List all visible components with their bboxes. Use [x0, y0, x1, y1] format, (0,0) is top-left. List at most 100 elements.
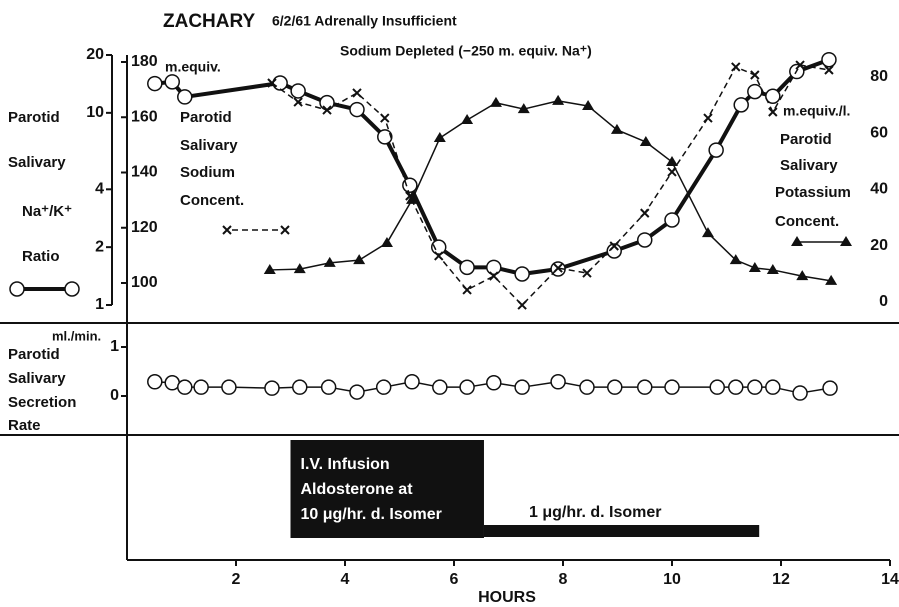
point	[552, 94, 565, 105]
point	[766, 263, 779, 274]
point	[765, 379, 781, 395]
subtitle: Sodium Depleted (−250 m. equiv. Na⁺)	[340, 43, 592, 59]
point	[323, 256, 336, 267]
axis-unit: m.equiv./l.	[783, 103, 850, 119]
y2-tick-label: 20	[870, 237, 888, 254]
infusion-bar	[290, 440, 484, 538]
point	[459, 379, 475, 395]
series-line	[154, 57, 830, 276]
point	[639, 135, 652, 146]
point	[164, 74, 180, 90]
point	[263, 263, 276, 274]
point	[264, 380, 280, 396]
point	[765, 88, 781, 105]
point	[267, 78, 277, 88]
x-axis-label: HOURS	[478, 589, 536, 606]
point	[486, 375, 502, 391]
point	[822, 380, 838, 396]
point	[582, 99, 595, 110]
y3-tick-label: 160	[131, 108, 158, 125]
legend-marker	[64, 281, 80, 297]
point	[514, 379, 530, 395]
point	[375, 379, 392, 395]
point	[430, 239, 447, 255]
axis-label: Sodium	[180, 164, 235, 181]
point	[606, 243, 622, 259]
point	[796, 270, 809, 281]
axis-label: Concent.	[180, 192, 244, 209]
axis-label: Rate	[8, 417, 41, 434]
point	[349, 384, 365, 400]
point	[434, 251, 444, 261]
point	[768, 107, 778, 117]
point	[666, 155, 678, 166]
point	[640, 208, 650, 218]
point	[637, 379, 653, 395]
point	[825, 274, 838, 285]
point	[177, 379, 193, 395]
point	[319, 94, 335, 111]
point	[553, 263, 563, 273]
y2-tick-label: 40	[870, 181, 888, 198]
point	[406, 193, 419, 204]
legend-marker	[222, 225, 290, 235]
point	[821, 51, 837, 68]
y3-tick-label: 180	[131, 53, 158, 70]
point	[322, 105, 332, 115]
point	[320, 379, 337, 395]
subtitle: 6/2/61 Adrenally Insufficient	[272, 13, 457, 29]
point	[459, 259, 475, 276]
point	[664, 379, 680, 395]
point	[377, 129, 393, 145]
axis-label: Salivary	[180, 137, 238, 154]
point	[432, 379, 448, 395]
y-tick-label: 1	[110, 338, 119, 355]
point	[147, 75, 163, 92]
point	[703, 113, 713, 123]
point	[733, 97, 749, 113]
point	[489, 271, 499, 281]
point	[433, 132, 446, 143]
axis-label: Ratio	[22, 248, 60, 265]
point	[709, 379, 725, 395]
y3-tick-label: 120	[131, 219, 158, 236]
legend-marker	[9, 281, 25, 297]
point	[404, 374, 420, 390]
x-tick-label: 2	[232, 571, 241, 588]
series-line	[269, 100, 832, 282]
axis-label: Parotid	[180, 109, 232, 126]
axis-label: Parotid	[780, 131, 832, 148]
y2-tick-label: 0	[879, 293, 888, 310]
point	[748, 261, 761, 272]
point	[747, 379, 763, 395]
point	[402, 177, 418, 193]
axis-unit: ml./min.	[52, 328, 101, 343]
axis-label: Salivary	[8, 154, 66, 171]
point	[664, 212, 680, 228]
y-tick-label: 0	[110, 387, 119, 404]
point	[462, 285, 472, 295]
point	[193, 379, 209, 395]
x-tick-label: 6	[450, 571, 459, 588]
infusion-bar	[483, 525, 760, 537]
y-tick-label: 10	[86, 104, 104, 121]
axis-label: Potassium	[775, 184, 851, 201]
y2-tick-label: 60	[870, 124, 888, 141]
point	[221, 379, 237, 395]
point	[353, 254, 366, 265]
axis-label: Salivary	[780, 157, 838, 174]
point	[610, 123, 623, 134]
x-tick-label: 8	[559, 571, 568, 588]
axis-label: Concent.	[775, 213, 839, 230]
y-tick-label: 20	[86, 46, 104, 63]
point	[701, 227, 714, 238]
point	[637, 232, 653, 248]
point	[352, 88, 362, 98]
x-tick-label: 10	[663, 571, 681, 588]
y-tick-label: 2	[95, 238, 104, 255]
y-tick-label: 4	[95, 181, 104, 198]
point	[489, 96, 502, 107]
point	[579, 379, 595, 395]
axis-label: Salivary	[8, 370, 66, 387]
